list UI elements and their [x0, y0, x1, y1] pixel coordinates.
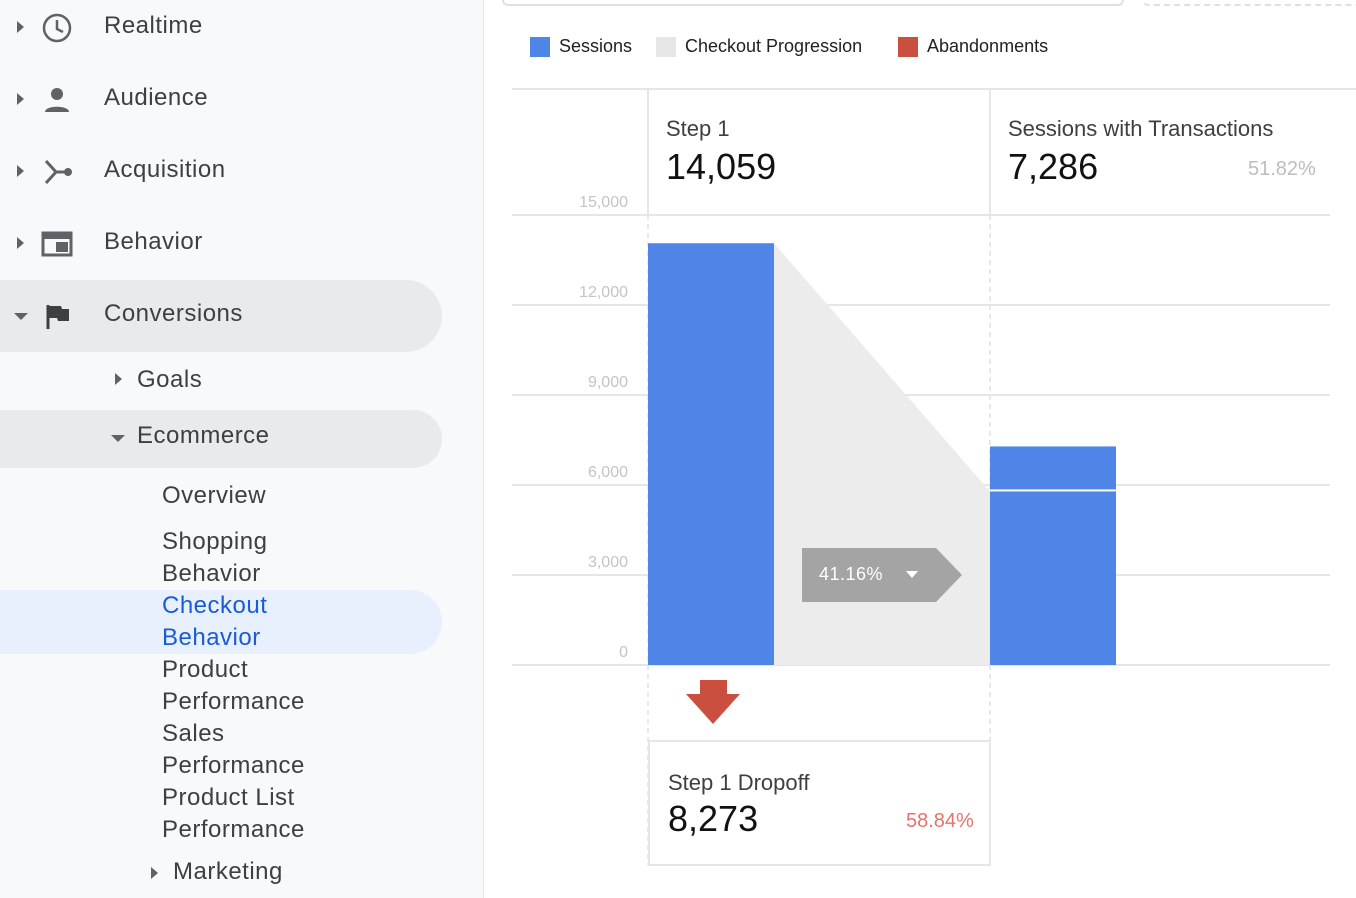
y-tick-label: 12,000	[579, 284, 628, 301]
step-value: 14,059	[666, 146, 777, 187]
expand-caret-icon[interactable]	[17, 165, 24, 177]
sidebar-item-behavior[interactable]: Behavior	[104, 228, 203, 256]
nav-label: Ecommerce	[137, 422, 270, 449]
dropdown-arrow-icon	[906, 571, 918, 578]
sessions-bar-step-2-new	[990, 446, 1116, 490]
behavior-icon	[41, 231, 73, 257]
sidebar-item-product-performance[interactable]: Product Performance	[162, 654, 305, 718]
sidebar-item-checkout-behavior[interactable]: Checkout Behavior	[162, 590, 267, 654]
legend-abandonments: Abandonments	[898, 36, 1048, 57]
acquisition-icon	[44, 159, 72, 185]
chart-top-border	[512, 88, 1356, 90]
sessions-bar-step-2-progressed	[990, 491, 1116, 665]
step-label: Sessions with Transactions	[1008, 116, 1274, 141]
nav-label: Marketing	[173, 858, 283, 885]
collapse-caret-icon[interactable]	[14, 313, 28, 320]
nav-label: Realtime	[104, 12, 203, 39]
sidebar-item-goals[interactable]: Goals	[137, 366, 202, 394]
nav-label: Behavior	[162, 624, 261, 651]
sidebar-item-marketing[interactable]: Marketing	[173, 858, 283, 886]
sidebar: Realtime Audience Acquisition Behavior C…	[0, 0, 484, 898]
sidebar-item-sales-performance[interactable]: Sales Performance	[162, 718, 305, 782]
nav-label: Shopping	[162, 528, 268, 555]
sidebar-item-ecommerce[interactable]: Ecommerce	[137, 422, 270, 450]
conversion-rate-label: 41.16%	[819, 564, 884, 584]
legend-swatch	[530, 36, 550, 57]
nav-label: Audience	[104, 84, 209, 111]
legend-sessions: Sessions	[530, 36, 632, 57]
dropoff-arrow-icon	[686, 680, 740, 724]
legend-label: Sessions	[559, 36, 633, 56]
nav-label: Acquisition	[104, 156, 226, 183]
conversion-rate-dropdown[interactable]: 41.16%	[802, 548, 962, 602]
person-icon	[45, 88, 69, 112]
main-content: Sessions Checkout Progression Abandonmen…	[484, 0, 1356, 898]
dropoff-percent: 58.84%	[906, 810, 974, 832]
sidebar-item-realtime[interactable]: Realtime	[104, 12, 203, 40]
y-tick-label: 15,000	[579, 194, 628, 211]
gridline	[512, 304, 1330, 306]
sidebar-item-product-list-performance[interactable]: Product List Performance	[162, 782, 305, 846]
top-control-dashed[interactable]	[1142, 0, 1356, 6]
y-tick-label: 3,000	[587, 554, 628, 571]
nav-label: Conversions	[104, 300, 243, 327]
active-item-highlight	[0, 590, 442, 654]
expand-caret-icon[interactable]	[17, 93, 24, 105]
legend-swatch	[898, 36, 918, 57]
clock-icon	[42, 13, 72, 43]
nav-label: Performance	[162, 688, 305, 715]
collapse-caret-icon[interactable]	[111, 435, 125, 442]
y-tick-label: 0	[619, 644, 628, 661]
expand-caret-icon[interactable]	[151, 867, 158, 879]
sidebar-item-ecommerce-highlight	[0, 410, 442, 468]
legend-label: Abandonments	[927, 36, 1049, 56]
top-control[interactable]	[502, 0, 1124, 6]
expand-caret-icon[interactable]	[17, 237, 24, 249]
nav-label: Product	[162, 656, 249, 683]
nav-label: Behavior	[104, 228, 203, 255]
sidebar-item-overview[interactable]: Overview	[162, 480, 266, 512]
y-tick-label: 9,000	[587, 374, 628, 391]
sidebar-item-conversions-highlight	[0, 280, 442, 352]
nav-label: Overview	[162, 482, 267, 509]
gridline	[512, 214, 1330, 216]
flag-icon	[46, 305, 69, 329]
nav-label: Checkout	[162, 592, 268, 619]
y-tick-label: 6,000	[587, 464, 628, 481]
nav-label: Goals	[137, 366, 203, 393]
nav-label: Performance	[162, 816, 305, 843]
expand-caret-icon[interactable]	[17, 21, 24, 33]
nav-label: Behavior	[162, 560, 261, 587]
step-value: 7,286	[1008, 146, 1099, 187]
legend-label: Checkout Progression	[685, 36, 863, 56]
sidebar-item-audience[interactable]: Audience	[104, 84, 208, 112]
gridline	[512, 394, 1330, 396]
step-label: Step 1	[666, 116, 730, 141]
expand-caret-icon[interactable]	[115, 373, 122, 385]
nav-label: Sales	[162, 720, 225, 747]
sidebar-item-shopping-behavior[interactable]: Shopping Behavior	[162, 526, 267, 590]
legend-swatch	[656, 36, 676, 57]
step-percent: 51.82%	[1248, 158, 1316, 180]
sidebar-item-conversions[interactable]: Conversions	[104, 300, 243, 328]
nav-label: Performance	[162, 752, 305, 779]
nav-label: Product List	[162, 784, 295, 811]
sessions-bar-step-1	[648, 243, 774, 666]
sidebar-item-acquisition[interactable]: Acquisition	[104, 156, 226, 184]
dropoff-card-border	[648, 740, 991, 866]
legend-checkout-progression: Checkout Progression	[656, 36, 862, 57]
dropoff-label: Step 1 Dropoff	[668, 770, 810, 795]
dropoff-value: 8,273	[668, 798, 759, 839]
